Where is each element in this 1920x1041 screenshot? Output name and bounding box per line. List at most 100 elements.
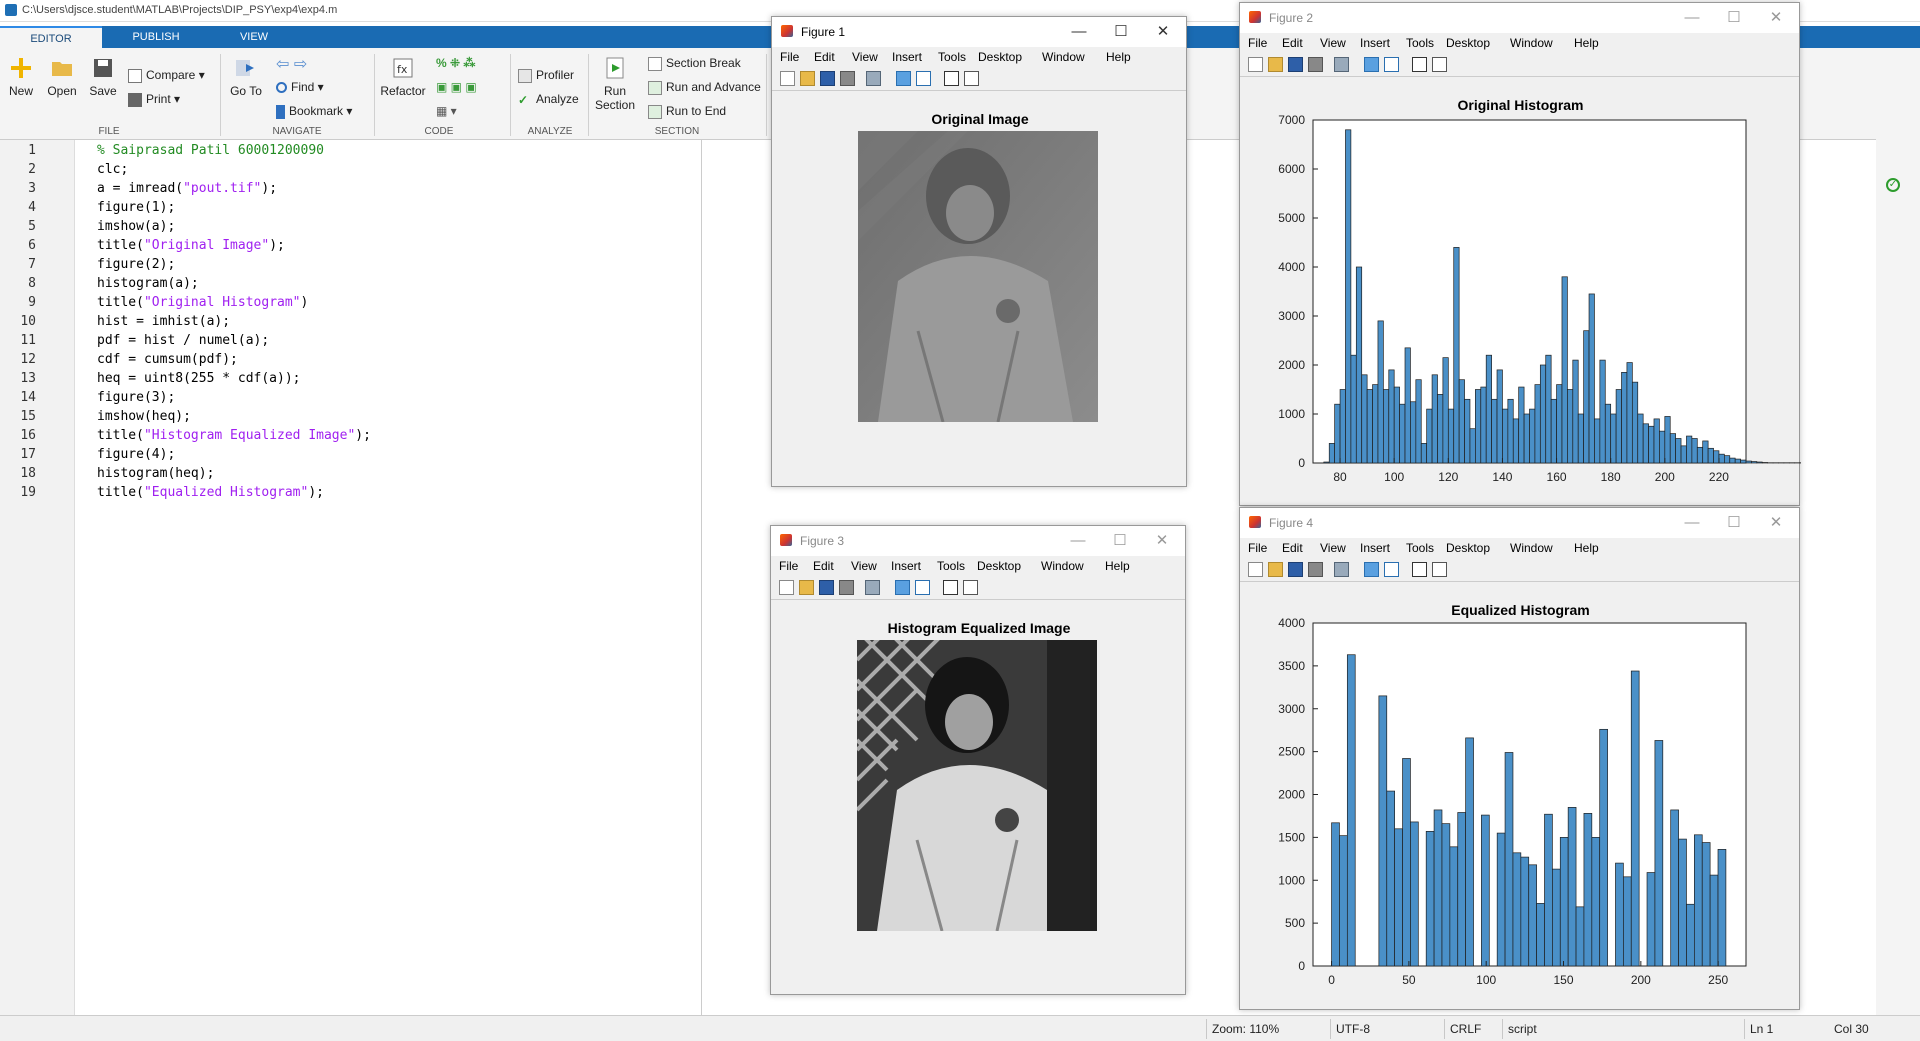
code-line[interactable]: clc;	[97, 162, 129, 177]
cursor-icon[interactable]	[944, 71, 959, 86]
menu-help[interactable]: Help	[1574, 36, 1599, 50]
close-icon[interactable]: ✕	[1769, 9, 1783, 26]
code-line[interactable]: imshow(heq);	[97, 409, 191, 424]
run-and-advance-button[interactable]: Run and Advance	[648, 80, 761, 95]
close-icon[interactable]: ✕	[1156, 23, 1170, 40]
menu-insert[interactable]: Insert	[891, 559, 922, 573]
legend-icon[interactable]	[1384, 57, 1399, 72]
code-line[interactable]: title("Histogram Equalized Image");	[97, 428, 371, 443]
menu-help[interactable]: Help	[1106, 50, 1131, 64]
code-line[interactable]: figure(2);	[97, 257, 176, 272]
menu-tools[interactable]: Tools	[937, 559, 966, 573]
code-line[interactable]: figure(3);	[97, 390, 176, 405]
code-line[interactable]: histogram(heq);	[97, 466, 215, 481]
link-icon[interactable]	[1334, 562, 1349, 577]
menu-help[interactable]: Help	[1574, 541, 1599, 555]
save-figure-icon[interactable]	[819, 580, 834, 595]
code-line[interactable]: a = imread("pout.tif");	[97, 181, 278, 196]
code-line[interactable]: cdf = cumsum(pdf);	[97, 352, 238, 367]
legend-icon[interactable]	[916, 71, 931, 86]
code-line[interactable]: % Saiprasad Patil 60001200090	[97, 143, 324, 158]
maximize-icon[interactable]: ☐	[1113, 532, 1127, 549]
close-icon[interactable]: ✕	[1155, 532, 1169, 549]
tab-view[interactable]: VIEW	[239, 31, 269, 43]
menu-view[interactable]: View	[1320, 541, 1346, 555]
menu-insert[interactable]: Insert	[1360, 541, 1391, 555]
code-tools[interactable]: % ⁜ ⁂	[436, 56, 476, 70]
colorbar-icon[interactable]	[1364, 562, 1379, 577]
menu-file[interactable]: File	[779, 559, 799, 573]
run-to-end-button[interactable]: Run to End	[648, 104, 726, 119]
save-figure-icon[interactable]	[1288, 57, 1303, 72]
menu-edit[interactable]: Edit	[813, 559, 834, 573]
code-editor[interactable]: 1 2 3 4 5 6 7 8 9 10 11 12 13 14 15 16 17 18 19 % Saiprasa…	[0, 140, 702, 1015]
menu-view[interactable]: View	[852, 50, 878, 64]
refactor-button[interactable]: fx Refactor	[378, 56, 428, 98]
profiler-button[interactable]: Profiler	[518, 68, 574, 83]
cursor-icon[interactable]	[1412, 562, 1427, 577]
menu-desktop[interactable]: Desktop	[1446, 541, 1491, 555]
cursor-icon[interactable]	[943, 580, 958, 595]
code-tools-2[interactable]: ▣ ▣ ▣	[436, 80, 477, 94]
link-icon[interactable]	[865, 580, 880, 595]
new-figure-icon[interactable]	[1248, 562, 1263, 577]
open-file-icon[interactable]	[799, 580, 814, 595]
minimize-icon[interactable]: —	[1071, 23, 1087, 40]
minimize-icon[interactable]: —	[1684, 514, 1700, 531]
open-file-icon[interactable]	[1268, 562, 1283, 577]
save-figure-icon[interactable]	[820, 71, 835, 86]
legend-icon[interactable]	[915, 580, 930, 595]
tab-publish[interactable]: PUBLISH	[132, 31, 180, 43]
new-figure-icon[interactable]	[779, 580, 794, 595]
maximize-icon[interactable]: ☐	[1727, 514, 1741, 531]
open-file-icon[interactable]	[1268, 57, 1283, 72]
menu-edit[interactable]: Edit	[1282, 36, 1303, 50]
menu-tools[interactable]: Tools	[1406, 541, 1435, 555]
figure-3-window[interactable]: Figure 3 — ☐ ✕ File Edit View Insert Tools De…	[770, 525, 1186, 995]
maximize-icon[interactable]: ☐	[1727, 9, 1741, 26]
menu-file[interactable]: File	[1248, 36, 1268, 50]
close-icon[interactable]: ✕	[1769, 514, 1783, 531]
menu-window[interactable]: Window	[1041, 559, 1084, 573]
code-line[interactable]: title("Original Histogram")	[97, 295, 309, 310]
menu-window[interactable]: Window	[1510, 541, 1553, 555]
colorbar-icon[interactable]	[1364, 57, 1379, 72]
tab-editor[interactable]: EDITOR	[0, 26, 102, 48]
menu-tools[interactable]: Tools	[938, 50, 967, 64]
section-break-button[interactable]: Section Break	[648, 56, 741, 71]
new-button[interactable]: New	[6, 56, 36, 98]
code-line[interactable]: pdf = hist / numel(a);	[97, 333, 270, 348]
property-inspector-icon[interactable]	[964, 71, 979, 86]
property-inspector-icon[interactable]	[963, 580, 978, 595]
colorbar-icon[interactable]	[896, 71, 911, 86]
code-check-ok-icon[interactable]: ✓	[1886, 178, 1900, 192]
minimize-icon[interactable]: —	[1684, 9, 1700, 26]
property-inspector-icon[interactable]	[1432, 57, 1447, 72]
menu-window[interactable]: Window	[1510, 36, 1553, 50]
code-line[interactable]: figure(4);	[97, 447, 176, 462]
print-figure-icon[interactable]	[839, 580, 854, 595]
save-button[interactable]: Save	[88, 56, 118, 98]
property-inspector-icon[interactable]	[1432, 562, 1447, 577]
link-icon[interactable]	[866, 71, 881, 86]
menu-edit[interactable]: Edit	[814, 50, 835, 64]
legend-icon[interactable]	[1384, 562, 1399, 577]
cursor-icon[interactable]	[1412, 57, 1427, 72]
figure-4-window[interactable]: Figure 4 — ☐ ✕ File Edit View Insert Tools De…	[1239, 507, 1800, 1010]
code-line[interactable]: hist = imhist(a);	[97, 314, 231, 329]
save-figure-icon[interactable]	[1288, 562, 1303, 577]
new-figure-icon[interactable]	[1248, 57, 1263, 72]
menu-view[interactable]: View	[1320, 36, 1346, 50]
figure-2-window[interactable]: Figure 2 — ☐ ✕ File Edit View Insert Tools De…	[1239, 2, 1801, 506]
print-figure-icon[interactable]	[1308, 562, 1323, 577]
open-button[interactable]: Open	[46, 56, 78, 98]
analyze-button[interactable]: ✓ Analyze	[518, 92, 579, 107]
goto-button[interactable]: Go To	[228, 56, 264, 98]
open-file-icon[interactable]	[800, 71, 815, 86]
code-line[interactable]: histogram(a);	[97, 276, 199, 291]
code-line[interactable]: title("Original Image");	[97, 238, 285, 253]
print-figure-icon[interactable]	[840, 71, 855, 86]
menu-help[interactable]: Help	[1105, 559, 1130, 573]
menu-edit[interactable]: Edit	[1282, 541, 1303, 555]
menu-file[interactable]: File	[780, 50, 800, 64]
